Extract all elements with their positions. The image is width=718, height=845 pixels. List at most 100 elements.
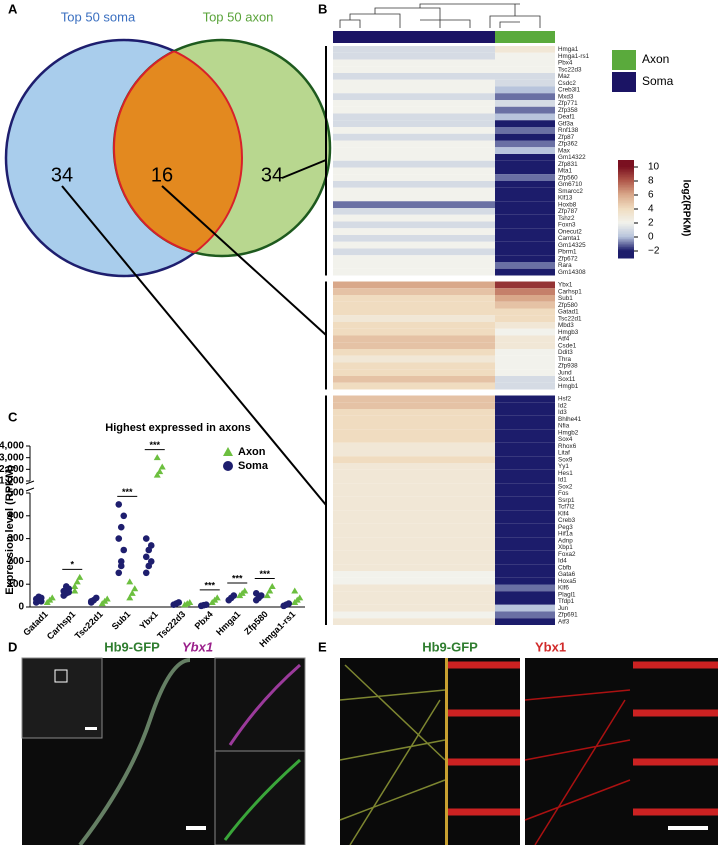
neurite [223,758,301,841]
legend-label: Axon [642,52,669,66]
gene-label: Hsf2 [558,396,571,403]
panel-label: C [8,409,18,424]
gene-label: Hmgb1 [558,383,579,390]
gene-label: Fos [558,490,569,497]
heat-cell [495,295,555,302]
heat-cell [333,140,495,148]
heat-cell [333,557,495,565]
heat-cell [495,308,555,316]
heat-cell [495,86,555,94]
heat-cell [333,415,495,423]
gene-label: Zfp580 [558,302,578,309]
heat-cell [495,618,555,625]
heat-cell [333,295,495,302]
heat-cell [495,598,555,605]
point [71,587,79,594]
venn-title: Top 50 soma [61,9,136,24]
colorbar-step [618,212,634,215]
gene-label: Cbfb [558,564,572,571]
heat-cell [495,255,555,262]
colorbar-step [618,244,634,248]
heat-cell [333,618,495,625]
heat-cell [495,46,555,53]
neurite [228,663,301,746]
colorbar-step [618,207,634,210]
heat-cell [333,73,495,80]
heat-cell [333,591,495,598]
colorbar-step [618,189,634,192]
colorbar-step [618,240,634,243]
heat-cell [495,221,555,229]
colorbar-step [618,205,634,208]
gene-label: Sub1 [558,295,573,302]
gene-label: Hmga1-rs1 [558,53,590,60]
heat-cell [333,100,495,107]
point [131,585,139,592]
heat-cell [495,201,555,208]
heat-cell [495,315,555,322]
point [147,558,155,565]
colorbar-step [618,218,634,221]
gene-label: Plagl1 [558,591,576,598]
gene-label: Jun [558,605,569,612]
scale-bar [85,727,97,730]
heat-cell [333,248,495,256]
heat-cell [333,46,495,53]
gene-label: Xbp1 [558,544,573,551]
heat-cell [333,483,495,490]
point [65,588,73,596]
point [241,587,249,594]
heat-cell [333,187,495,195]
point [186,598,194,605]
colorbar-step [618,200,634,203]
heat-cell [495,349,555,356]
y-tick-label: 2,000 [0,464,24,475]
colorbar-tick-label: −2 [648,246,660,257]
gene-label: Id1 [558,477,567,484]
heat-cell [495,268,555,276]
heat-cell [333,208,495,215]
gene-label: Mxd3 [558,93,574,100]
heat-cell [333,52,495,60]
heat-cell [333,530,495,538]
heat-cell [333,181,495,188]
x-tick-label: Sub1 [110,609,133,632]
gene-label: Gata6 [558,571,576,578]
heat-cell [495,147,555,154]
legend-label: Soma [642,74,674,88]
heat-cell [333,355,495,363]
colorbar-step [618,213,634,217]
heat-cell [495,248,555,256]
gene-label: Yy1 [558,463,569,470]
colorbar-step [618,248,634,251]
heat-cell [495,483,555,490]
heat-cell [333,476,495,484]
colorbar-step [618,228,634,231]
heat-cell [333,66,495,73]
venn-count: 16 [151,164,173,186]
heat-cell [495,530,555,538]
colorbar-step [618,222,634,225]
gene-label: Sox2 [558,483,573,490]
heat-cell [333,174,495,181]
heat-cell [333,349,495,356]
heat-cell [495,550,555,558]
colorbar-step [618,179,634,182]
connector [161,185,327,336]
legend-label: Soma [238,460,269,472]
colorbar-step [618,225,634,228]
heat-cell [495,113,555,121]
micrograph-red [525,658,718,845]
y-tick-label: 3,000 [0,452,24,463]
heat-cell [333,456,495,463]
x-tick-label: Hmga1 [214,609,242,637]
microgrooves [448,661,520,816]
colorbar-tick-label: 2 [648,218,654,229]
heat-cell [495,456,555,463]
gene-label: Zfp938 [558,363,578,370]
heat-cell [495,281,555,289]
heat-cell [495,449,555,457]
heat-cell [333,281,495,289]
panel-label: D [8,639,17,654]
